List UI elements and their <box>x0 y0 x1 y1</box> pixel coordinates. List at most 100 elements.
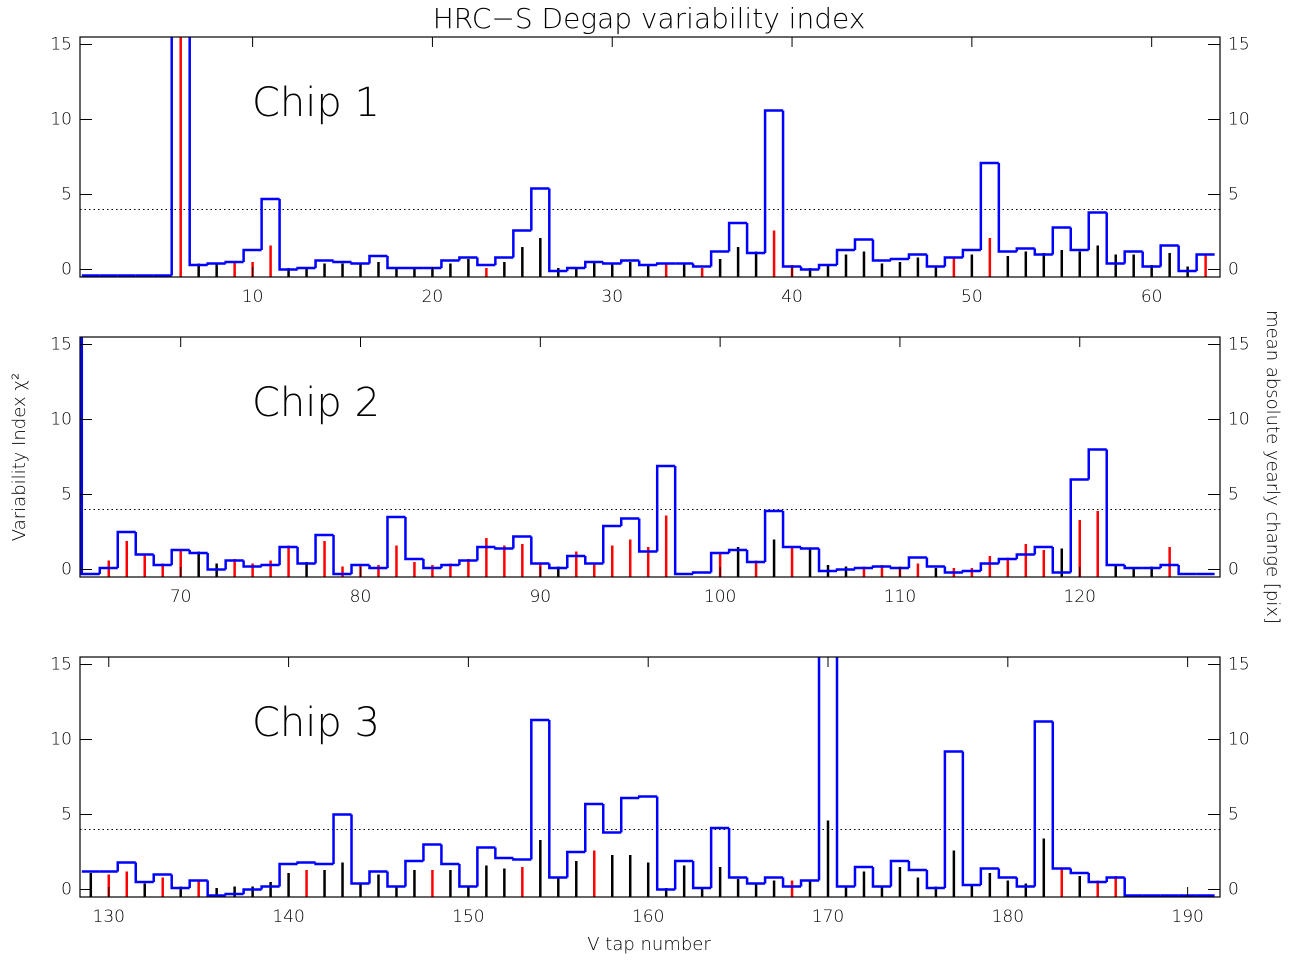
variability-step <box>152 873 172 882</box>
y2-tick-label: 0 <box>1228 560 1239 580</box>
variability-step <box>458 864 478 888</box>
variability-step <box>817 263 838 270</box>
variability-step <box>745 223 766 255</box>
variability-step <box>745 877 766 885</box>
variability-step <box>1123 877 1143 897</box>
variability-step <box>188 879 208 888</box>
variability-step <box>404 859 424 887</box>
variability-step <box>530 536 550 565</box>
variability-step <box>925 557 945 568</box>
variability-step <box>152 554 172 567</box>
variability-step <box>799 266 820 271</box>
y2-tick-label: 15 <box>1228 655 1250 675</box>
variability-step <box>134 532 154 556</box>
variability-step <box>404 517 424 561</box>
x-tick-label: 170 <box>812 907 844 927</box>
variability-step <box>512 229 532 258</box>
variability-step <box>512 535 532 549</box>
variability-step <box>1033 248 1053 256</box>
variability-step <box>655 464 676 552</box>
variability-step <box>691 571 712 574</box>
variability-step <box>961 569 981 573</box>
y-tick-label: 5 <box>61 185 72 205</box>
variability-step <box>871 239 891 262</box>
variability-step <box>260 563 280 567</box>
x-tick-label: 10 <box>242 287 264 307</box>
variability-step <box>440 259 460 268</box>
variability-step <box>979 161 999 250</box>
variability-step <box>278 199 298 271</box>
variability-step <box>278 862 298 887</box>
variability-step <box>763 109 784 253</box>
y2-tick-label: 15 <box>1228 335 1250 355</box>
variability-step <box>134 862 154 884</box>
variability-step <box>853 566 873 570</box>
variability-step <box>566 266 586 271</box>
y2-tick-label: 5 <box>1228 185 1239 205</box>
variability-step <box>637 795 658 798</box>
variability-step <box>601 262 622 265</box>
x-tick-label: 140 <box>272 907 304 927</box>
variability-step <box>835 248 855 265</box>
variability-step <box>709 551 730 573</box>
variability-step <box>835 568 855 571</box>
variability-step <box>494 256 514 265</box>
y-tick-label: 15 <box>50 335 72 355</box>
variability-step <box>170 37 173 276</box>
variability-step <box>314 259 334 268</box>
y2-axis-label: mean absolute yearly change [pix] <box>1262 310 1283 624</box>
variability-step <box>601 524 622 564</box>
plot-frame <box>79 36 1221 278</box>
variability-step <box>601 804 622 834</box>
variability-step <box>566 554 586 568</box>
variability-step <box>781 511 802 549</box>
variability-step <box>584 260 604 268</box>
variability-step <box>476 257 496 267</box>
variability-step <box>224 559 244 570</box>
variability-step <box>925 254 945 268</box>
variability-step <box>673 466 694 576</box>
variability-step <box>997 868 1017 879</box>
x-axis-label: V tap number <box>587 934 711 955</box>
y2-tick-label: 5 <box>1228 805 1239 825</box>
variability-step <box>494 847 514 860</box>
x-tick-label: 110 <box>884 587 916 607</box>
variability-step <box>530 718 550 860</box>
variability-step <box>853 865 873 887</box>
variability-step <box>242 560 262 568</box>
variability-step <box>799 879 820 887</box>
variability-step <box>242 248 262 262</box>
variability-step <box>1177 245 1197 273</box>
variability-step <box>260 197 280 250</box>
variability-step <box>943 750 963 888</box>
variability-step <box>655 262 676 265</box>
variability-step <box>871 565 891 568</box>
variability-step <box>368 870 388 884</box>
plot-frame <box>79 656 1221 898</box>
variability-step <box>494 547 514 550</box>
variability-step <box>1051 721 1071 870</box>
variability-step <box>350 814 370 885</box>
variability-step <box>853 238 873 250</box>
variability-step <box>745 550 766 564</box>
y-tick-label: 10 <box>50 110 72 130</box>
variability-step <box>206 880 226 897</box>
variability-step <box>907 253 927 259</box>
variability-step <box>116 530 136 568</box>
variability-step <box>943 256 963 267</box>
variability-step <box>1177 565 1197 576</box>
variability-step <box>1087 873 1107 884</box>
variability-step <box>548 188 568 273</box>
variability-step <box>224 892 244 896</box>
x-tick-label: 30 <box>601 287 623 307</box>
chart-title: HRC−S Degap variability index <box>433 2 866 35</box>
variability-step <box>1141 251 1161 268</box>
x-tick-label: 160 <box>632 907 664 927</box>
variability-step <box>350 563 370 574</box>
variability-step <box>458 256 478 261</box>
variability-step <box>584 802 604 852</box>
variability-step <box>530 187 550 231</box>
variability-step <box>296 547 316 565</box>
